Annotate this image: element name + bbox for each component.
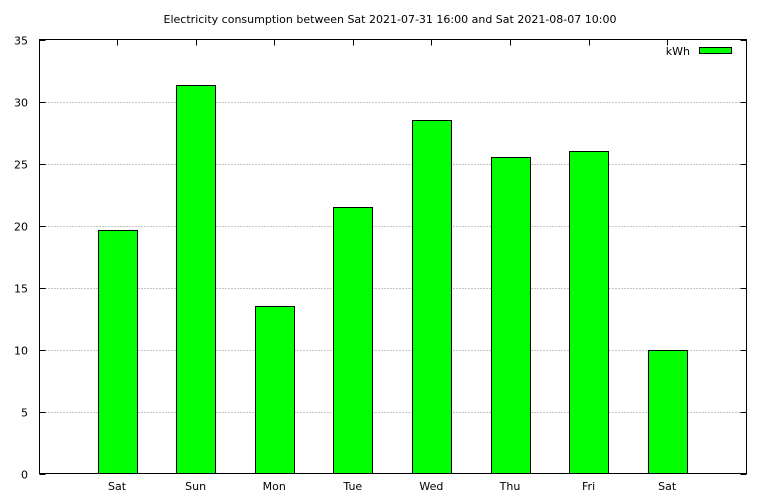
- y-tick-label: 30: [14, 97, 28, 110]
- legend-label: kWh: [666, 45, 690, 58]
- bar-series: [98, 85, 688, 474]
- x-tick-label: Sat: [108, 480, 127, 493]
- y-tick-label: 0: [21, 469, 28, 482]
- bar-0: [98, 230, 138, 474]
- y-tick-label: 5: [21, 407, 28, 420]
- y-tick-label: 35: [14, 35, 28, 48]
- y-axis: 0 5 10 15 20 25 30 35: [14, 35, 747, 482]
- bar-2: [255, 306, 295, 474]
- y-tick-label: 25: [14, 159, 28, 172]
- y-tick-label: 20: [14, 221, 28, 234]
- x-tick-label: Thu: [499, 480, 521, 493]
- plot-frame: [39, 39, 747, 474]
- y-tick-label: 15: [14, 283, 28, 296]
- chart-title: Electricity consumption between Sat 2021…: [164, 13, 617, 26]
- x-tick-label: Tue: [342, 480, 362, 493]
- bar-6: [569, 151, 609, 474]
- x-tick-label: Wed: [419, 480, 443, 493]
- bar-5: [491, 157, 531, 474]
- x-tick-label: Sat: [658, 480, 677, 493]
- x-tick-label: Fri: [582, 480, 595, 493]
- bar-3: [333, 207, 373, 474]
- x-tick-label: Mon: [263, 480, 286, 493]
- bar-1: [176, 85, 216, 474]
- legend-swatch: [699, 47, 732, 54]
- x-axis: Sat Sun Mon Tue Wed Thu Fri Sat: [108, 39, 677, 493]
- y-tick-label: 10: [14, 345, 28, 358]
- bar-4: [412, 120, 452, 474]
- grid-lines: [39, 102, 747, 413]
- bar-7: [648, 350, 688, 474]
- legend: kWh: [666, 45, 732, 58]
- x-tick-label: Sun: [185, 480, 206, 493]
